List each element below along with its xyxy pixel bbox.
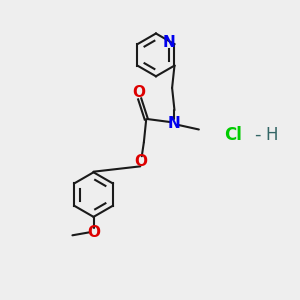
Text: Cl: Cl <box>224 126 242 144</box>
Text: O: O <box>134 154 147 169</box>
Text: N: N <box>163 35 175 50</box>
Text: H: H <box>266 126 278 144</box>
Text: O: O <box>133 85 146 100</box>
Text: N: N <box>168 116 181 131</box>
Text: O: O <box>87 225 100 240</box>
Text: -: - <box>254 126 260 144</box>
